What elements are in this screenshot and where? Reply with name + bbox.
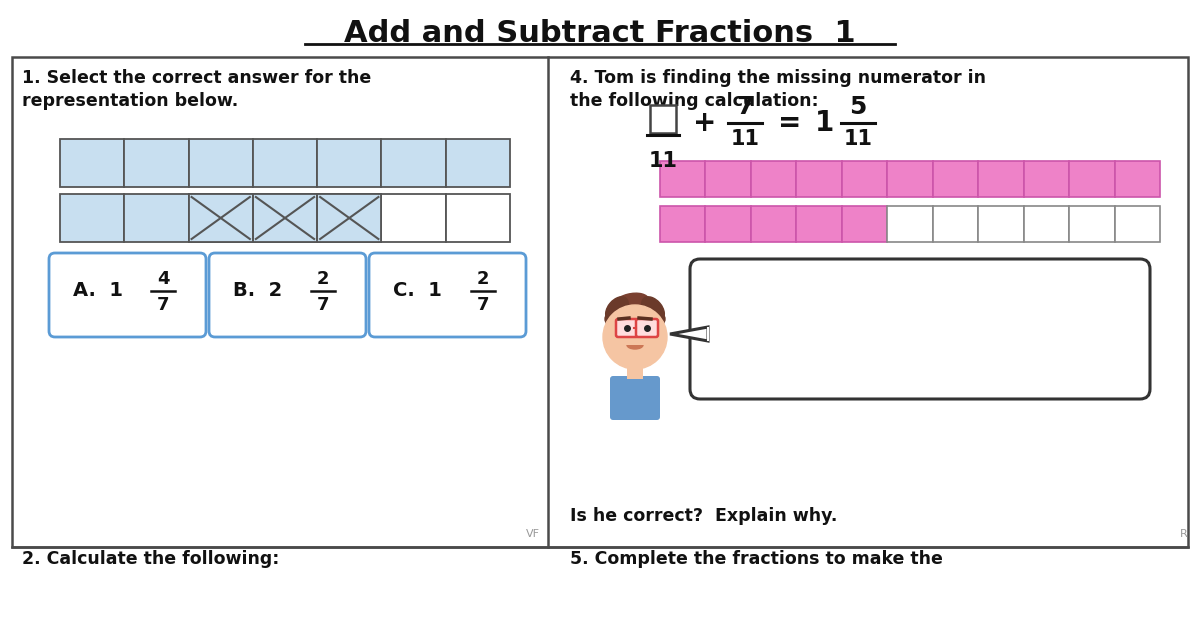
- Text: 11: 11: [648, 151, 678, 171]
- Bar: [382, 139, 445, 187]
- Bar: [253, 194, 317, 242]
- Text: Is he correct?  Explain why.: Is he correct? Explain why.: [570, 507, 838, 525]
- Bar: [932, 206, 978, 242]
- Text: the following calculation:: the following calculation:: [570, 92, 818, 110]
- Bar: [125, 194, 188, 242]
- Bar: [1024, 161, 1069, 197]
- Bar: [317, 194, 382, 242]
- Bar: [60, 194, 125, 242]
- Text: 5: 5: [850, 95, 866, 119]
- Bar: [188, 194, 253, 242]
- Text: Add and Subtract Fractions  1: Add and Subtract Fractions 1: [344, 19, 856, 48]
- FancyBboxPatch shape: [636, 319, 658, 337]
- Text: 11: 11: [844, 129, 872, 149]
- Bar: [842, 206, 887, 242]
- Ellipse shape: [611, 293, 649, 317]
- Bar: [660, 206, 706, 242]
- Bar: [60, 139, 125, 187]
- Text: 5. Complete the fractions to make the: 5. Complete the fractions to make the: [570, 550, 943, 568]
- Text: 2: 2: [317, 270, 329, 288]
- Bar: [1069, 161, 1115, 197]
- Circle shape: [604, 305, 667, 369]
- Text: 4: 4: [157, 270, 169, 288]
- Text: 1. Select the correct answer for the: 1. Select the correct answer for the: [22, 69, 371, 87]
- Bar: [317, 194, 382, 242]
- Bar: [797, 206, 842, 242]
- Text: A.  1: A. 1: [73, 282, 124, 300]
- Bar: [125, 139, 188, 187]
- Text: 7: 7: [737, 95, 754, 119]
- FancyBboxPatch shape: [616, 319, 638, 337]
- Bar: [650, 105, 676, 133]
- Ellipse shape: [606, 297, 629, 321]
- FancyBboxPatch shape: [690, 259, 1150, 399]
- Bar: [445, 139, 510, 187]
- Text: 4. Tom is finding the missing numerator in: 4. Tom is finding the missing numerator …: [570, 69, 986, 87]
- Bar: [188, 139, 253, 187]
- Bar: [660, 161, 706, 197]
- Text: 7: 7: [476, 296, 490, 314]
- Bar: [382, 194, 445, 242]
- Bar: [706, 206, 751, 242]
- Text: 2: 2: [476, 270, 490, 288]
- Text: representation below.: representation below.: [22, 92, 239, 110]
- Ellipse shape: [628, 341, 643, 349]
- FancyBboxPatch shape: [209, 253, 366, 337]
- Bar: [445, 194, 510, 242]
- Bar: [1115, 206, 1160, 242]
- Bar: [751, 206, 797, 242]
- Bar: [253, 194, 317, 242]
- Text: R: R: [1181, 529, 1188, 539]
- Bar: [188, 194, 253, 242]
- Bar: [628, 365, 643, 379]
- Bar: [317, 194, 382, 242]
- Polygon shape: [670, 327, 708, 341]
- Text: 7: 7: [317, 296, 329, 314]
- Bar: [932, 161, 978, 197]
- Text: C.  1: C. 1: [394, 282, 442, 300]
- Bar: [253, 139, 317, 187]
- Text: The missing numerator
is five because there
are five shaded parts
on the bottom : The missing numerator is five because th…: [718, 277, 946, 372]
- Bar: [842, 161, 887, 197]
- Bar: [625, 339, 646, 345]
- Bar: [1024, 206, 1069, 242]
- Text: 7: 7: [157, 296, 169, 314]
- Bar: [253, 194, 317, 242]
- Bar: [1069, 206, 1115, 242]
- Bar: [887, 161, 932, 197]
- Bar: [978, 161, 1024, 197]
- Bar: [978, 206, 1024, 242]
- FancyBboxPatch shape: [370, 253, 526, 337]
- Bar: [1115, 161, 1160, 197]
- Bar: [317, 139, 382, 187]
- Text: 11: 11: [731, 129, 760, 149]
- Bar: [887, 206, 932, 242]
- FancyBboxPatch shape: [610, 376, 660, 420]
- Text: VF: VF: [526, 529, 540, 539]
- Bar: [797, 161, 842, 197]
- Bar: [188, 194, 253, 242]
- Text: B.  2: B. 2: [233, 282, 282, 300]
- Ellipse shape: [605, 305, 665, 333]
- FancyBboxPatch shape: [49, 253, 206, 337]
- Ellipse shape: [642, 297, 665, 321]
- Text: =: =: [779, 109, 802, 137]
- Text: 2. Calculate the following:: 2. Calculate the following:: [22, 550, 280, 568]
- Bar: [706, 161, 751, 197]
- Text: 1: 1: [815, 109, 835, 137]
- Bar: [751, 161, 797, 197]
- Text: +: +: [694, 109, 716, 137]
- FancyBboxPatch shape: [12, 57, 1188, 547]
